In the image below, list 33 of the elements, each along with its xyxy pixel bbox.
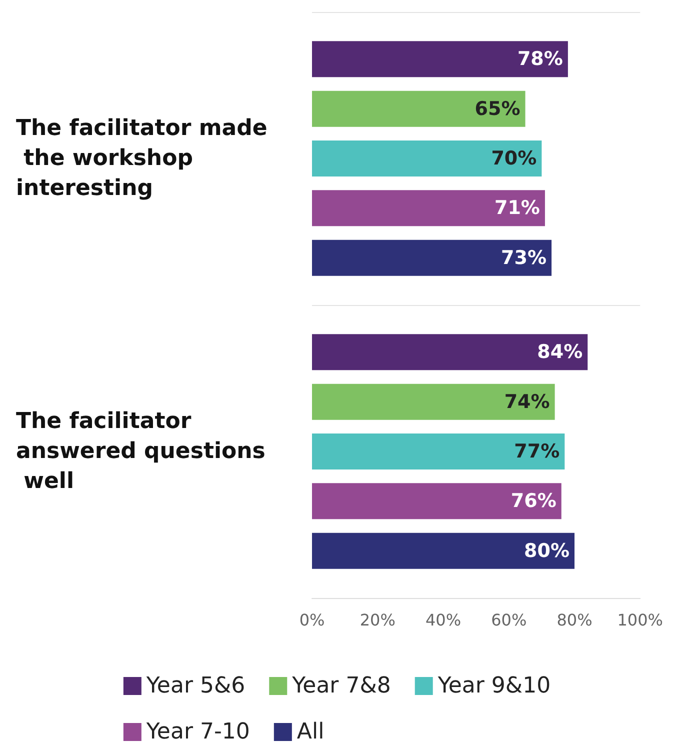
bar: [312, 140, 542, 176]
data-label: 78%: [517, 48, 563, 70]
bar: [312, 532, 575, 569]
bar: [312, 434, 565, 470]
data-label: 74%: [504, 390, 550, 413]
bar: [312, 41, 568, 78]
bar: [312, 384, 555, 420]
data-label: 76%: [510, 490, 556, 512]
data-label: 70%: [491, 148, 537, 170]
bar: [312, 334, 588, 370]
legend-label: All: [296, 720, 324, 744]
legend-label: Year 5&6: [145, 674, 246, 698]
bar: [312, 90, 526, 127]
data-label: 80%: [524, 540, 570, 562]
x-tick-label: 0%: [299, 610, 325, 630]
legend-label: Year 7&8: [291, 674, 391, 698]
x-tick-label: 60%: [491, 610, 527, 630]
x-tick-label: 80%: [556, 610, 592, 630]
x-tick-label: 100%: [617, 610, 664, 630]
x-tick-label: 40%: [425, 610, 462, 630]
bar: [312, 240, 552, 276]
bar: [312, 190, 545, 226]
legend-label: Year 7-10: [145, 720, 250, 744]
data-label: 84%: [537, 341, 583, 364]
y-tick-label: The facilitator answered questions well: [16, 409, 266, 494]
data-label: 73%: [501, 246, 547, 269]
x-tick-label: 20%: [360, 610, 396, 630]
y-tick-label: The facilitator made the workshop interesting: [16, 116, 268, 201]
bar: [312, 483, 562, 520]
data-label: 71%: [494, 197, 540, 220]
legend-label: Year 9&10: [436, 674, 551, 698]
data-label: 77%: [514, 440, 560, 462]
data-label: 65%: [474, 98, 520, 120]
